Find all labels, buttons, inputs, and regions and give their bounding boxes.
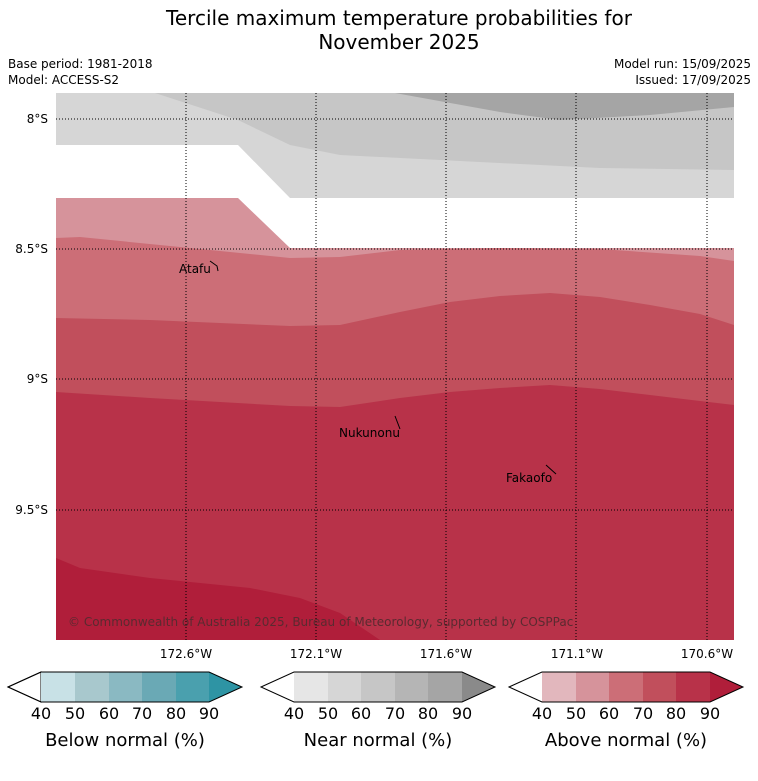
map-title-line2: November 2025: [318, 30, 480, 54]
colorbar-below-40: [41, 672, 75, 702]
model-run: Model run: 15/09/2025: [613, 57, 751, 71]
colorbar-below-label: Below normal (%): [45, 730, 205, 751]
colorbar-above-50: [576, 672, 609, 702]
near-tick-90: 90: [451, 704, 473, 723]
lon-label-172-6w: 172.6°W: [159, 647, 213, 661]
near-tick-80: 80: [417, 704, 439, 723]
above-normal-90-band: [56, 558, 380, 640]
lon-label-171-6w: 171.6°W: [419, 647, 473, 661]
base-period: Base period: 1981-2018: [8, 57, 153, 71]
near-normal-60-band: [395, 93, 734, 120]
place-atafu: Atafu: [179, 262, 211, 276]
near-tick-60: 60: [350, 704, 372, 723]
below-tick-70: 70: [131, 704, 153, 723]
below-tick-90: 90: [198, 704, 220, 723]
colorbar-above-extend-low: [509, 672, 542, 702]
below-tick-80: 80: [165, 704, 187, 723]
colorbar-below-50: [75, 672, 109, 702]
map-title: Tercile maximum temperature probabilitie…: [0, 6, 758, 54]
place-nukunonu: Nukunonu: [339, 426, 400, 440]
colorbar-above-label: Above normal (%): [544, 730, 708, 751]
near-tick-50: 50: [317, 704, 339, 723]
above-normal-80-band: [56, 385, 734, 640]
colorbar-near-label: Near normal (%): [303, 730, 453, 751]
lon-label-171-1w: 171.1°W: [550, 647, 604, 661]
above-tick-40: 40: [531, 704, 553, 723]
place-fakaofo: Fakaofo: [506, 471, 553, 485]
lat-label-8-5s: 8.5°S: [15, 242, 48, 256]
colorbar-near-80: [428, 672, 462, 702]
meta-left: Base period: 1981-2018 Model: ACCESS-S2: [8, 56, 153, 88]
colorbar-near: [259, 671, 497, 703]
above-tick-80: 80: [665, 704, 687, 723]
above-tick-50: 50: [565, 704, 587, 723]
map-title-line1: Tercile maximum temperature probabilitie…: [166, 6, 632, 30]
colorbar-below-70: [142, 672, 176, 702]
lat-label-9-5s: 9.5°S: [15, 503, 48, 517]
below-tick-50: 50: [64, 704, 86, 723]
colorbar-below-80: [176, 672, 209, 702]
colorbar-near-40: [294, 672, 328, 702]
above-tick-60: 60: [598, 704, 620, 723]
copyright-notice: © Commonwealth of Australia 2025, Bureau…: [68, 615, 574, 629]
near-tick-70: 70: [384, 704, 406, 723]
colorbar-near-extend-low: [261, 672, 294, 702]
meta-right: Model run: 15/09/2025 Issued: 17/09/2025: [614, 56, 751, 88]
colorbar-below-extend-low: [6, 671, 42, 703]
colorbar-above-80: [676, 672, 710, 702]
below-tick-60: 60: [98, 704, 120, 723]
place-markers: [209, 260, 557, 475]
colorbar-above-40: [542, 672, 576, 702]
near-tick-40: 40: [283, 704, 305, 723]
issued-date: Issued: 17/09/2025: [635, 73, 751, 87]
lon-label-170-6w: 170.6°W: [680, 647, 734, 661]
colorbar-above: [507, 671, 745, 703]
colorbar-below-60: [109, 672, 142, 702]
above-tick-70: 70: [632, 704, 654, 723]
colorbar-above-70: [643, 672, 676, 702]
colorbar-above-60: [609, 672, 643, 702]
lat-label-9s: 9°S: [26, 372, 48, 386]
above-tick-90: 90: [699, 704, 721, 723]
lat-label-8s: 8°S: [26, 112, 48, 126]
lon-label-172-1w: 172.1°W: [289, 647, 343, 661]
colorbar-near-50: [328, 672, 361, 702]
model-name: Model: ACCESS-S2: [8, 73, 120, 87]
gridlines: [56, 93, 734, 640]
colorbar-below-extend-high: [209, 672, 242, 702]
colorbar-above-extend-high: [710, 672, 743, 702]
colorbar-below: [6, 671, 244, 703]
colorbar-near-60: [361, 672, 395, 702]
colorbar-near-extend-high: [462, 672, 495, 702]
colorbar-near-70: [395, 672, 428, 702]
below-tick-40: 40: [30, 704, 52, 723]
